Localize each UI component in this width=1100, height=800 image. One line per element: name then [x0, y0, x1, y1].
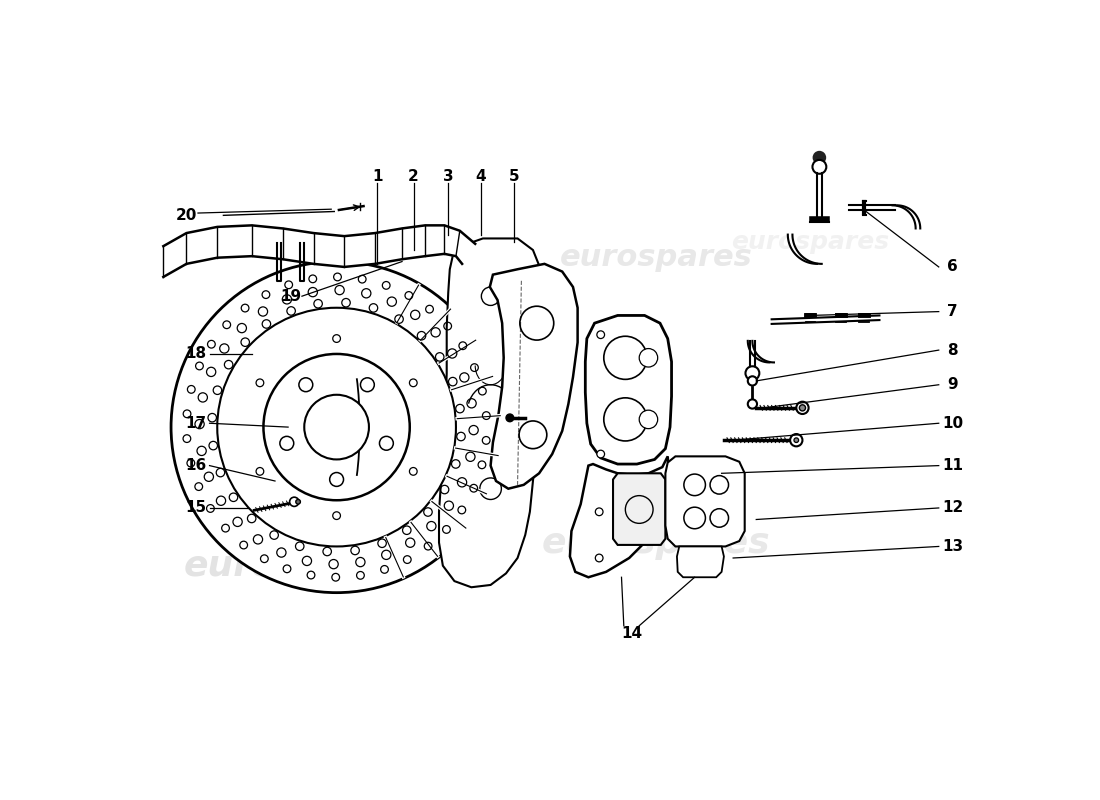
Circle shape: [595, 508, 603, 516]
Circle shape: [800, 405, 805, 411]
Text: 2: 2: [408, 170, 419, 184]
Circle shape: [296, 499, 300, 504]
Circle shape: [264, 354, 409, 500]
Polygon shape: [788, 234, 822, 264]
Circle shape: [279, 436, 294, 450]
Text: 4: 4: [475, 170, 486, 184]
Circle shape: [604, 398, 647, 441]
Text: 11: 11: [942, 458, 964, 473]
Polygon shape: [585, 315, 671, 464]
Circle shape: [409, 467, 417, 475]
Circle shape: [299, 378, 312, 392]
Circle shape: [604, 336, 647, 379]
Text: 7: 7: [947, 304, 958, 319]
Text: eurospares: eurospares: [560, 243, 752, 272]
Circle shape: [409, 379, 417, 386]
Circle shape: [814, 152, 825, 163]
Circle shape: [330, 473, 343, 486]
Text: 1: 1: [372, 170, 383, 184]
Circle shape: [305, 394, 369, 459]
Text: 12: 12: [942, 501, 964, 515]
Circle shape: [813, 160, 826, 174]
Circle shape: [794, 438, 799, 442]
Circle shape: [595, 554, 603, 562]
Text: 9: 9: [947, 378, 958, 392]
Text: 3: 3: [443, 170, 453, 184]
Circle shape: [748, 399, 757, 409]
Text: 10: 10: [942, 416, 964, 430]
Circle shape: [796, 402, 808, 414]
Circle shape: [332, 512, 341, 519]
Text: 18: 18: [185, 346, 207, 362]
Text: 20: 20: [176, 208, 197, 223]
Circle shape: [361, 378, 374, 392]
Polygon shape: [666, 456, 745, 546]
Circle shape: [597, 450, 605, 458]
Circle shape: [256, 379, 264, 386]
Polygon shape: [613, 474, 666, 545]
Text: 16: 16: [185, 458, 207, 473]
Circle shape: [748, 376, 757, 386]
Polygon shape: [163, 226, 475, 277]
Polygon shape: [439, 238, 544, 587]
Circle shape: [256, 467, 264, 475]
Circle shape: [379, 436, 394, 450]
Polygon shape: [490, 264, 578, 489]
Text: eurospares: eurospares: [542, 526, 770, 560]
Circle shape: [790, 434, 802, 446]
Circle shape: [639, 349, 658, 367]
Circle shape: [172, 262, 502, 593]
Text: eurospares: eurospares: [184, 549, 412, 582]
Text: 5: 5: [508, 170, 519, 184]
Text: eurospares: eurospares: [732, 230, 889, 254]
Text: 8: 8: [947, 342, 958, 358]
Polygon shape: [570, 456, 670, 578]
Text: 19: 19: [279, 289, 301, 304]
Circle shape: [289, 497, 299, 506]
Polygon shape: [676, 546, 724, 578]
Circle shape: [506, 414, 514, 422]
Circle shape: [746, 366, 759, 380]
Text: 6: 6: [947, 259, 958, 274]
Text: 15: 15: [185, 501, 207, 515]
Text: 13: 13: [942, 539, 964, 554]
Text: 17: 17: [185, 416, 207, 430]
Circle shape: [218, 308, 456, 546]
Circle shape: [332, 334, 341, 342]
Circle shape: [597, 331, 605, 338]
Circle shape: [639, 410, 658, 429]
Text: 14: 14: [620, 626, 642, 641]
